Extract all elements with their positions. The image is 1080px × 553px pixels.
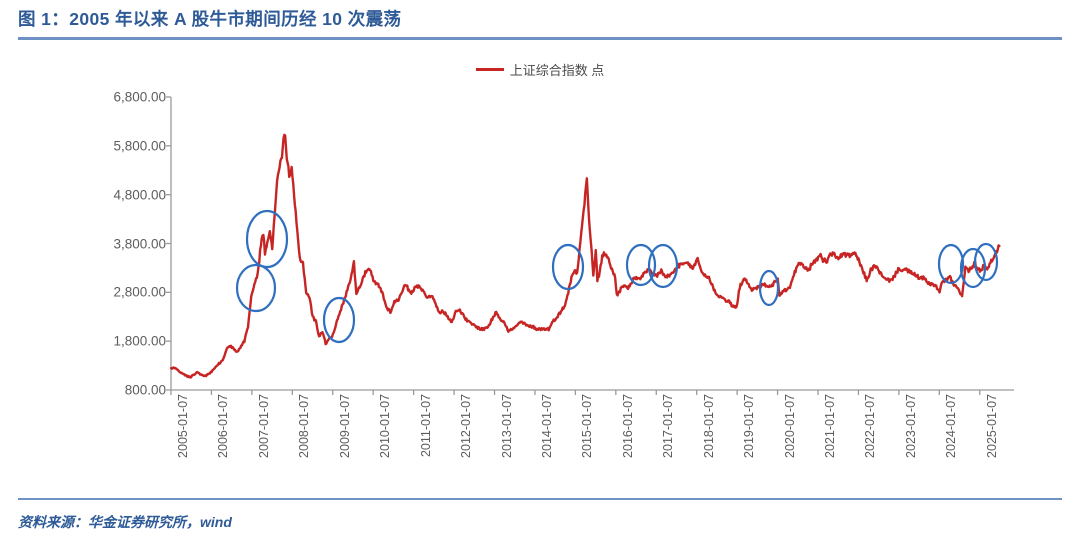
x-axis-tick-label: 2014-01-07 (539, 394, 554, 458)
annotation-ellipse[interactable] (322, 296, 356, 344)
annotation-ellipse[interactable] (937, 243, 965, 285)
annotation-ellipse[interactable] (245, 209, 289, 269)
x-axis-tick-label: 2023-01-07 (903, 394, 918, 458)
y-axis-tick-label: 3,800.00 (113, 236, 166, 251)
figure-header: 图 1：2005 年以来 A 股牛市期间历经 10 次震荡 (18, 6, 1062, 36)
y-axis-tick-label: 800.00 (124, 382, 166, 398)
annotation-ellipse[interactable] (959, 247, 987, 289)
y-axis-tick-label: 1,800.00 (113, 333, 166, 349)
y-axis-tick-label: 5,800.00 (113, 138, 166, 154)
annotation-ellipse[interactable] (647, 243, 679, 289)
x-axis-tick-label: 2025-01-07 (984, 394, 999, 458)
legend-item-label: 上证综合指数 点 (509, 63, 605, 78)
header-divider (18, 37, 1062, 40)
x-axis-tick-label: 2007-01-07 (256, 394, 271, 458)
x-axis-tick-label: 2008-01-07 (297, 394, 312, 458)
y-axis-tick-label: 6,800.00 (113, 89, 166, 105)
annotation-ellipse[interactable] (973, 242, 999, 282)
x-axis-tick-label: 2018-01-07 (701, 394, 716, 458)
annotation-ellipse[interactable] (235, 263, 277, 313)
x-axis-tick-label: 2011-01-07 (418, 394, 433, 458)
page-title: 图 1：2005 年以来 A 股牛市期间历经 10 次震荡 (18, 9, 402, 29)
chart-legend: 上证综合指数 点 (0, 60, 1080, 79)
y-axis-tick-label: 2,800.00 (113, 284, 166, 300)
x-axis-tick-label: 2010-01-07 (378, 394, 393, 458)
footer-divider (18, 498, 1062, 500)
x-axis-tick-label: 2015-01-07 (580, 394, 595, 458)
x-axis-tick-labels: 2005-01-07 2006-01-07 2007-01-07 2008-01-07… (0, 394, 1080, 490)
index-line-series (169, 133, 1001, 379)
x-axis-tick-label: 2022-01-07 (863, 394, 878, 458)
x-axis-tick-label: 2012-01-07 (459, 394, 474, 458)
x-axis-tick-label: 2019-01-07 (742, 394, 757, 458)
x-axis-tick-label: 2017-01-07 (661, 394, 676, 458)
y-axis-tick-label: 4,800.00 (113, 187, 166, 203)
x-axis-tick-label: 2009-01-07 (337, 394, 352, 458)
x-axis-tick-label: 2024-01-07 (944, 394, 959, 458)
x-axis-tick-label: 2016-01-07 (620, 394, 635, 458)
source-note: 资料来源：华金证券研究所，wind (18, 514, 232, 530)
x-axis-tick-label: 2006-01-07 (216, 394, 231, 458)
annotation-ellipse[interactable] (625, 243, 657, 287)
annotation-ellipse[interactable] (551, 243, 585, 291)
annotation-ellipse[interactable] (758, 269, 780, 307)
x-axis-tick-label: 2013-01-07 (499, 394, 514, 458)
legend-line-swatch-icon (475, 68, 504, 71)
x-axis-tick-label: 2021-01-07 (823, 394, 838, 458)
y-axis-tick-labels: 800.00 1,800.00 2,800.00 3,800.00 4,800.00 5,… (60, 88, 166, 398)
x-axis-tick-label: 2005-01-07 (176, 394, 190, 458)
x-axis-tick-label: 2020-01-07 (782, 394, 797, 458)
